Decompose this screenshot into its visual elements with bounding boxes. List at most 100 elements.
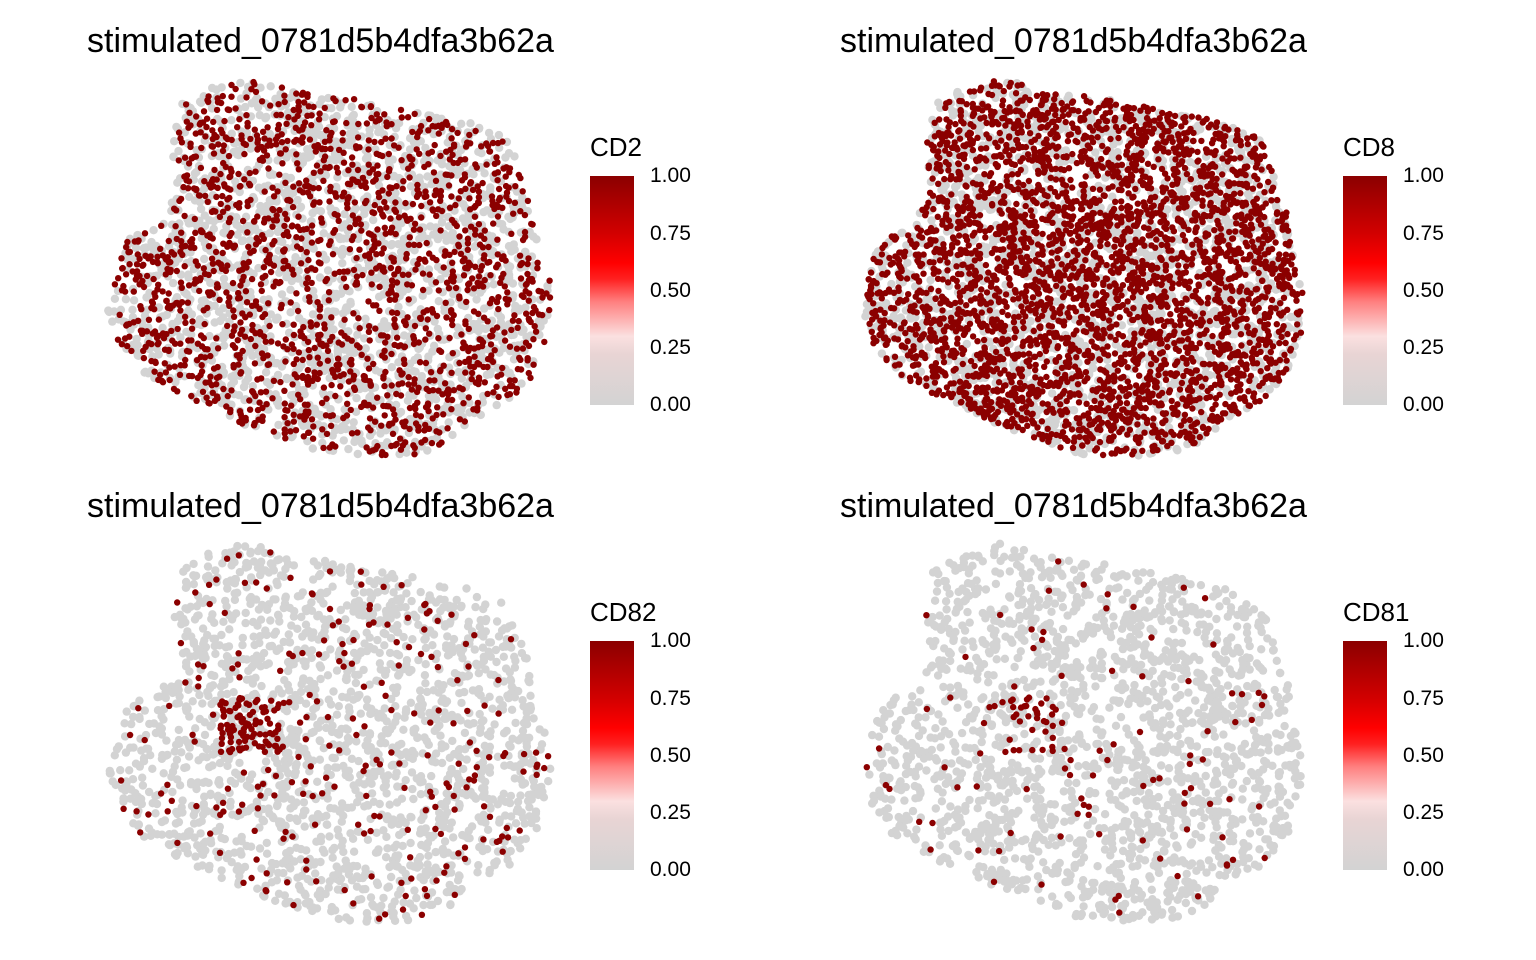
cell-point-low (266, 82, 275, 91)
cell-point-high (290, 183, 297, 190)
cell-point-high (518, 292, 526, 299)
cell-point-high (476, 241, 484, 248)
cell-point-high (388, 442, 395, 450)
cell-point-high (315, 184, 322, 192)
cell-point-low (352, 393, 361, 403)
cell-point-high (334, 355, 342, 362)
cell-point-high (247, 249, 254, 256)
cell-point-low (403, 396, 413, 405)
cell-point-high (182, 319, 189, 326)
cell-point-high (129, 268, 136, 275)
cell-point-high (381, 224, 388, 231)
cell-point-high (404, 114, 412, 121)
cell-point-high (490, 220, 497, 227)
cell-point-high (365, 137, 372, 144)
cell-point-high (191, 280, 198, 287)
cell-point-high (334, 212, 341, 219)
cell-point-high (380, 245, 387, 252)
cell-point-high (399, 185, 406, 192)
cell-point-high (322, 145, 329, 153)
cell-point-high (219, 192, 226, 200)
legend-tick-label: 1.00 (650, 164, 691, 187)
cell-point-high (142, 252, 149, 259)
cell-point-high (408, 386, 415, 393)
cell-point-high (209, 176, 217, 183)
cell-point-high (448, 396, 456, 404)
cell-point-low (351, 407, 361, 416)
cell-point-high (374, 394, 381, 401)
cell-point-low (104, 306, 113, 315)
cell-point-high (395, 144, 402, 151)
cell-point-high (436, 429, 443, 436)
cell-point-low (304, 145, 314, 155)
cell-point-high (355, 178, 362, 186)
cell-point-high (187, 238, 194, 245)
cell-point-high (269, 184, 276, 191)
cell-point-high (422, 325, 429, 332)
cell-point-low (431, 395, 441, 404)
cell-point-low (328, 431, 337, 440)
cell-point-high (381, 382, 388, 390)
cell-point-high (235, 289, 242, 297)
cell-point-high (436, 441, 443, 448)
cell-point-low (206, 278, 215, 288)
cell-point-high (426, 199, 434, 206)
cell-point-high (219, 129, 226, 137)
cell-point-high (304, 366, 312, 374)
cell-point-low (421, 143, 430, 153)
cell-point-high (258, 375, 265, 382)
cell-point-high (529, 278, 536, 285)
cell-point-high (414, 186, 421, 193)
cell-point-high (211, 131, 218, 139)
cell-point-high (511, 377, 518, 384)
cell-point-high (126, 261, 133, 268)
cell-point-high (416, 226, 424, 233)
cell-point-high (318, 399, 326, 407)
cell-point-high (277, 378, 284, 386)
cell-point-high (381, 412, 388, 419)
cell-point-low (324, 93, 333, 103)
cell-point-high (374, 162, 381, 169)
cell-point-high (305, 408, 312, 415)
cell-point-high (465, 325, 472, 333)
cell-point-low (426, 222, 435, 231)
cell-point-low (349, 124, 358, 133)
cell-point-low (359, 204, 368, 213)
cell-point-low (444, 222, 454, 231)
cell-point-high (493, 154, 500, 161)
cell-point-low (505, 368, 514, 377)
cell-point-high (350, 372, 358, 379)
cell-point-high (281, 98, 288, 106)
cell-point-high (379, 352, 386, 359)
cell-point-high (366, 448, 373, 455)
cell-point-high (415, 339, 422, 346)
cell-point-high (177, 135, 184, 142)
cell-point-low (369, 215, 378, 225)
scatter-plot (104, 78, 554, 459)
cell-point-high (419, 286, 427, 294)
cell-point-high (300, 412, 308, 419)
cell-point-low (164, 242, 174, 251)
cell-point-low (376, 429, 385, 438)
cell-point-high (464, 235, 472, 242)
cell-point-low (200, 211, 209, 220)
cell-point-high (474, 379, 481, 386)
cell-point-high (165, 290, 172, 297)
cell-point-high (275, 101, 282, 108)
cell-point-high (254, 136, 262, 143)
cell-point-high (364, 355, 371, 362)
cell-point-high (366, 415, 374, 422)
cell-point-high (501, 283, 508, 290)
cell-point-low (926, 275, 935, 285)
cell-point-high (149, 330, 156, 337)
cell-point-high (391, 341, 398, 349)
cell-point-high (424, 316, 431, 323)
cell-point-high (371, 201, 378, 209)
cell-point-high (370, 360, 377, 368)
cell-point-high (365, 401, 372, 409)
cell-point-high (455, 241, 462, 248)
cell-point-high (291, 138, 298, 145)
cell-point-high (350, 266, 358, 274)
cell-point-high (357, 221, 365, 228)
cell-point-high (481, 227, 488, 234)
